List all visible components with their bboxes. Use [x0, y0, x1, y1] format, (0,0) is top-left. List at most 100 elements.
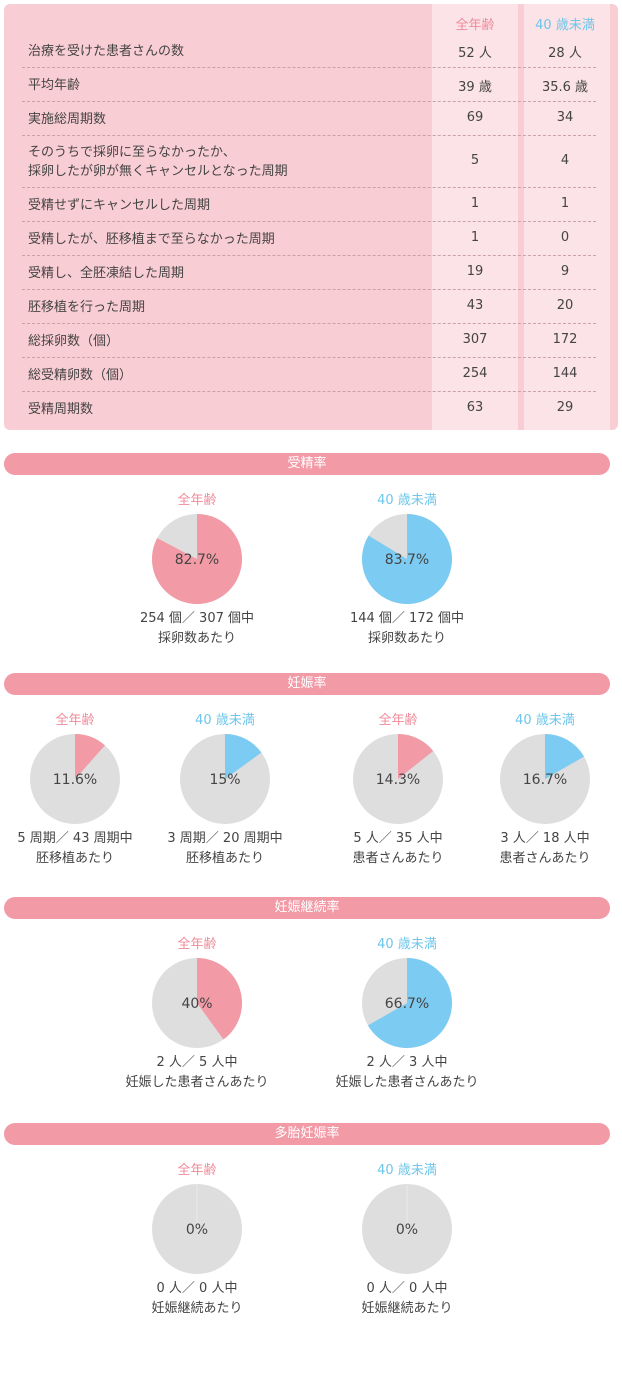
stats-table: 全年齢 40 歳未満 治療を受けた患者さんの数 52 人 28 人平均年齢 39 歳 3…: [4, 4, 618, 430]
table-row: 平均年齢 39 歳 35.6 歳: [4, 68, 618, 102]
value-under40: 0: [560, 230, 570, 245]
pie-caption-basis: 妊娠継続あたり: [151, 1301, 243, 1316]
value-all: 1: [470, 196, 480, 211]
pie-caption: 254 個／ 307 個中 採卵数あたり: [119, 609, 275, 649]
row-divider: [22, 357, 596, 358]
pie-caption-count: 144 個／ 172 個中: [349, 611, 465, 626]
pie-chart: 0%: [152, 1184, 242, 1274]
pie-caption: 0 人／ 0 人中 妊娠継続あたり: [119, 1279, 275, 1319]
value-all: 19: [466, 264, 484, 279]
pie-title: 40 歳未満: [515, 713, 575, 728]
value-all: 5: [470, 153, 480, 168]
pie-percent-label: 11.6%: [53, 772, 97, 788]
value-under40: 4: [560, 153, 570, 168]
row-label-line1: そのうちで採卵に至らなかったか、: [28, 145, 236, 160]
pie-caption-basis: 採卵数あたり: [367, 631, 446, 646]
value-under40: 34: [556, 110, 574, 125]
value-all: 1: [470, 230, 480, 245]
pie-percent-label: 66.7%: [385, 996, 429, 1012]
pie-caption: 144 個／ 172 個中 採卵数あたり: [329, 609, 485, 649]
pie-title: 40 歳未満: [377, 493, 437, 508]
row-label: 実施総周期数: [28, 112, 107, 127]
pie-value-slice: [197, 958, 243, 1040]
pie-caption: 5 周期／ 43 周期中 胚移植あたり: [0, 829, 153, 869]
row-label: 治療を受けた患者さんの数: [28, 44, 185, 59]
pie-caption-basis: 胚移植あたり: [35, 851, 114, 866]
value-under40: 29: [556, 400, 574, 415]
row-divider: [22, 135, 596, 136]
section-title-bar: 多胎妊娠率: [4, 1123, 610, 1145]
pie-caption-count: 5 人／ 35 人中: [353, 831, 443, 846]
pie-title: 40 歳未満: [377, 1163, 437, 1178]
pie-chart: 83.7%: [362, 514, 453, 604]
row-label: 胚移植を行った周期: [28, 300, 146, 315]
row-label: 総受精卵数（個）: [28, 368, 133, 383]
pie-title: 全年齢: [177, 937, 217, 952]
pie-title: 全年齢: [378, 713, 418, 728]
value-under40: 172: [552, 332, 578, 347]
pie-value-slice: [225, 734, 262, 779]
value-all: 39 歳: [458, 80, 492, 95]
value-under40: 1: [560, 196, 570, 211]
table-row: 受精周期数 63 29: [4, 392, 618, 426]
pie-caption: 2 人／ 5 人中 妊娠した患者さんあたり: [119, 1053, 275, 1093]
row-divider: [22, 391, 596, 392]
header-all: 全年齢: [455, 18, 495, 33]
table-row: 受精したが、胚移植まで至らなかった周期 1 0: [4, 222, 618, 256]
pie-caption: 2 人／ 3 人中 妊娠した患者さんあたり: [329, 1053, 485, 1093]
pie-caption-count: 2 人／ 3 人中: [366, 1055, 448, 1070]
pie-value-slice: [75, 734, 105, 779]
row-label-line2: 採卵したが卵が無くキャンセルとなった周期: [28, 164, 288, 179]
pie-caption: 3 人／ 18 人中 患者さんあたり: [467, 829, 622, 869]
pie-percent-label: 40%: [181, 996, 212, 1012]
pie-caption: 5 人／ 35 人中 患者さんあたり: [320, 829, 476, 869]
row-divider: [22, 221, 596, 222]
row-label: そのうちで採卵に至らなかったか、採卵したが卵が無くキャンセルとなった周期: [28, 143, 288, 181]
header-under40: 40 歳未満: [535, 18, 595, 33]
row-divider: [22, 323, 596, 324]
value-all: 52 人: [458, 46, 492, 61]
section-title-bar: 妊娠継続率: [4, 897, 610, 919]
row-divider: [22, 255, 596, 256]
pie-percent-label: 15%: [209, 772, 240, 788]
value-under40: 20: [556, 298, 574, 313]
value-under40: 35.6 歳: [541, 80, 589, 95]
pie-caption-basis: 妊娠継続あたり: [361, 1301, 453, 1316]
pie-caption-count: 0 人／ 0 人中: [366, 1281, 448, 1296]
pie-chart: 40%: [152, 958, 243, 1048]
row-label: 受精し、全胚凍結した周期: [28, 266, 185, 281]
table-row: 実施総周期数 69 34: [4, 102, 618, 136]
pie-chart: 14.3%: [353, 734, 443, 824]
pie-value-slice: [545, 734, 585, 779]
pie-percent-label: 0%: [396, 1222, 418, 1238]
table-row: 受精せずにキャンセルした周期 1 1: [4, 188, 618, 222]
pie-title: 40 歳未満: [377, 937, 437, 952]
pie-value-slice: [151, 514, 242, 604]
value-under40: 9: [560, 264, 570, 279]
pie-caption-basis: 妊娠した患者さんあたり: [125, 1075, 269, 1090]
row-label: 平均年齢: [28, 78, 81, 93]
pie-value-slice: [398, 734, 434, 779]
pie-title: 全年齢: [177, 493, 217, 508]
pie-caption-count: 5 周期／ 43 周期中: [17, 831, 133, 846]
row-label: 受精周期数: [28, 402, 94, 417]
row-divider: [22, 289, 596, 290]
pie-caption-count: 254 個／ 307 個中: [139, 611, 255, 626]
value-all: 43: [466, 298, 484, 313]
value-under40: 144: [552, 366, 578, 381]
row-label: 総採卵数（個）: [28, 334, 120, 349]
row-divider: [22, 101, 596, 102]
value-all: 254: [462, 366, 488, 381]
row-divider: [22, 67, 596, 68]
pie-caption-count: 3 周期／ 20 周期中: [167, 831, 283, 846]
pie-value-slice: [367, 958, 452, 1048]
pie-title: 全年齢: [55, 713, 95, 728]
pie-percent-label: 82.7%: [175, 552, 219, 568]
pie-percent-label: 16.7%: [523, 772, 567, 788]
pie-chart: 0%: [362, 1184, 452, 1274]
pie-chart: 66.7%: [362, 958, 452, 1048]
table-row: 受精し、全胚凍結した周期 19 9: [4, 256, 618, 290]
pie-caption-basis: 患者さんあたり: [499, 851, 591, 866]
column-bg-under40: [524, 4, 610, 430]
pie-percent-label: 14.3%: [376, 772, 420, 788]
